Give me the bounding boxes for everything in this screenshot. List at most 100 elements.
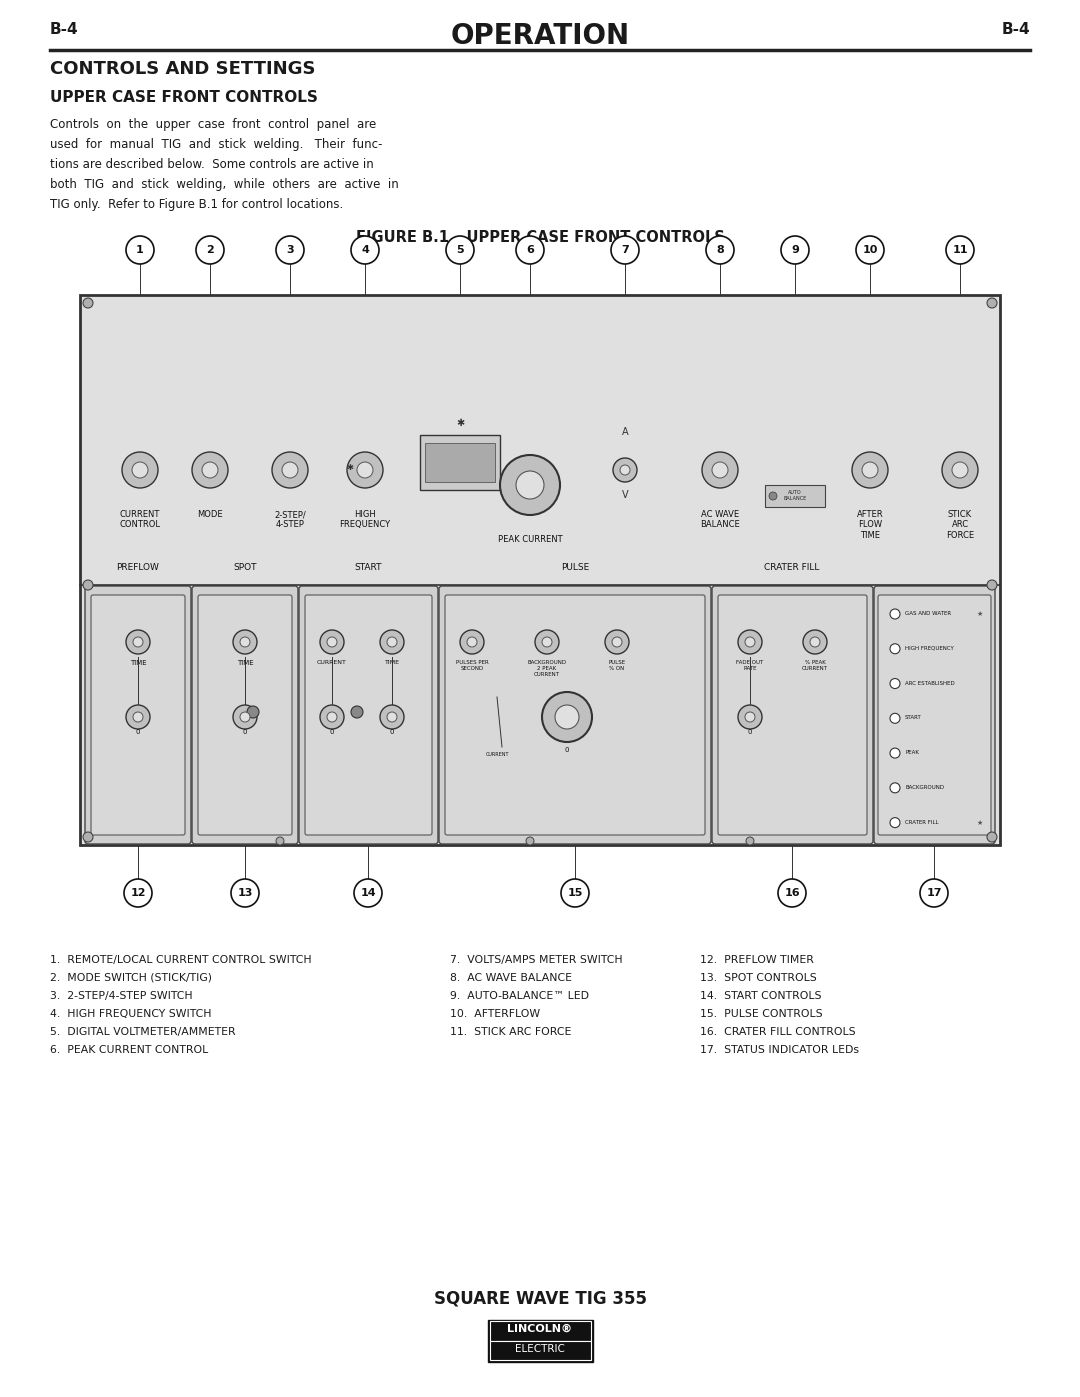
Circle shape (738, 705, 762, 729)
Text: 17: 17 (927, 888, 942, 898)
FancyBboxPatch shape (91, 595, 185, 835)
Text: ✱: ✱ (347, 464, 353, 472)
Circle shape (320, 630, 345, 654)
Text: 4: 4 (361, 244, 369, 256)
Text: AUTO
BALANCE: AUTO BALANCE (783, 490, 807, 500)
Text: % PEAK
CURRENT: % PEAK CURRENT (802, 659, 828, 671)
Text: 1: 1 (136, 244, 144, 256)
Text: 8: 8 (716, 244, 724, 256)
Text: STICK
ARC
FORCE: STICK ARC FORCE (946, 510, 974, 539)
Circle shape (276, 837, 284, 845)
Circle shape (195, 236, 224, 264)
Circle shape (446, 236, 474, 264)
Circle shape (83, 833, 93, 842)
Circle shape (83, 298, 93, 307)
Circle shape (890, 747, 900, 759)
Text: AC WAVE
BALANCE: AC WAVE BALANCE (700, 510, 740, 529)
Circle shape (987, 580, 997, 590)
Circle shape (746, 837, 754, 845)
Text: 12: 12 (131, 888, 146, 898)
Text: 15: 15 (567, 888, 583, 898)
Text: 5.  DIGITAL VOLTMETER/AMMETER: 5. DIGITAL VOLTMETER/AMMETER (50, 1027, 235, 1037)
Text: SQUARE WAVE TIG 355: SQUARE WAVE TIG 355 (433, 1289, 647, 1308)
Circle shape (354, 879, 382, 907)
Circle shape (856, 236, 885, 264)
Text: ARC ESTABLISHED: ARC ESTABLISHED (905, 680, 955, 686)
Text: HIGH
FREQUENCY: HIGH FREQUENCY (339, 510, 391, 529)
Circle shape (124, 879, 152, 907)
Text: 0: 0 (390, 729, 394, 735)
Text: 0: 0 (329, 729, 334, 735)
Circle shape (951, 462, 968, 478)
Text: ✱: ✱ (456, 418, 464, 427)
Circle shape (942, 453, 978, 488)
Circle shape (526, 837, 534, 845)
Text: CURRENT
CONTROL: CURRENT CONTROL (120, 510, 161, 529)
Circle shape (126, 705, 150, 729)
Text: START: START (354, 563, 381, 571)
Bar (490, 1322, 591, 1341)
Circle shape (706, 236, 734, 264)
Circle shape (387, 712, 397, 722)
FancyBboxPatch shape (878, 595, 991, 835)
Bar (490, 1341, 591, 1361)
Text: used  for  manual  TIG  and  stick  welding.   Their  func-: used for manual TIG and stick welding. T… (50, 138, 382, 151)
Circle shape (380, 630, 404, 654)
FancyBboxPatch shape (305, 595, 432, 835)
Text: TIME: TIME (237, 659, 254, 666)
Text: 15.  PULSE CONTROLS: 15. PULSE CONTROLS (700, 1009, 823, 1018)
Circle shape (247, 705, 259, 718)
Circle shape (467, 637, 477, 647)
Text: B-4: B-4 (1001, 22, 1030, 36)
Circle shape (890, 609, 900, 619)
Circle shape (122, 453, 158, 488)
Text: 11: 11 (953, 244, 968, 256)
Text: V: V (622, 490, 629, 500)
Bar (80, 295, 1000, 845)
Circle shape (804, 630, 827, 654)
Text: ★: ★ (977, 610, 983, 617)
Circle shape (738, 630, 762, 654)
Circle shape (240, 637, 249, 647)
Text: 3.  2-STEP/4-STEP SWITCH: 3. 2-STEP/4-STEP SWITCH (50, 990, 192, 1002)
Text: 9.  AUTO-BALANCE™ LED: 9. AUTO-BALANCE™ LED (450, 990, 589, 1002)
Text: CONTROLS AND SETTINGS: CONTROLS AND SETTINGS (50, 60, 315, 78)
Circle shape (83, 580, 93, 590)
Text: ELECTRIC: ELECTRIC (515, 1344, 565, 1354)
Text: SPOT: SPOT (233, 563, 257, 571)
Circle shape (542, 692, 592, 742)
Circle shape (327, 712, 337, 722)
Text: BACKGROUND
2 PEAK
CURRENT: BACKGROUND 2 PEAK CURRENT (527, 659, 567, 676)
Text: AFTER
FLOW
TIME: AFTER FLOW TIME (856, 510, 883, 539)
Circle shape (613, 458, 637, 482)
Text: CURRENT: CURRENT (318, 659, 347, 665)
Circle shape (192, 453, 228, 488)
Text: tions are described below.  Some controls are active in: tions are described below. Some controls… (50, 158, 374, 170)
Circle shape (612, 637, 622, 647)
FancyBboxPatch shape (445, 595, 705, 835)
Text: BACKGROUND: BACKGROUND (905, 785, 944, 789)
Text: 4.  HIGH FREQUENCY SWITCH: 4. HIGH FREQUENCY SWITCH (50, 1009, 212, 1018)
Text: 0: 0 (243, 729, 247, 735)
Bar (765, 485, 825, 507)
Text: 14: 14 (361, 888, 376, 898)
Text: 2.  MODE SWITCH (STICK/TIG): 2. MODE SWITCH (STICK/TIG) (50, 972, 212, 983)
Text: HIGH FREQUENCY: HIGH FREQUENCY (905, 645, 954, 651)
Text: PULSE: PULSE (561, 563, 589, 571)
Text: GAS AND WATER: GAS AND WATER (905, 610, 951, 616)
Circle shape (133, 712, 143, 722)
Circle shape (542, 637, 552, 647)
Circle shape (347, 453, 383, 488)
Circle shape (351, 236, 379, 264)
Circle shape (126, 630, 150, 654)
Text: 2: 2 (206, 244, 214, 256)
Circle shape (745, 637, 755, 647)
Text: UPPER CASE FRONT CONTROLS: UPPER CASE FRONT CONTROLS (50, 89, 318, 105)
Circle shape (778, 879, 806, 907)
Circle shape (555, 705, 579, 729)
Text: 0: 0 (565, 747, 569, 753)
Circle shape (327, 637, 337, 647)
Text: TIG only.  Refer to Figure B.1 for control locations.: TIG only. Refer to Figure B.1 for contro… (50, 198, 343, 211)
Circle shape (702, 453, 738, 488)
FancyBboxPatch shape (712, 585, 873, 844)
